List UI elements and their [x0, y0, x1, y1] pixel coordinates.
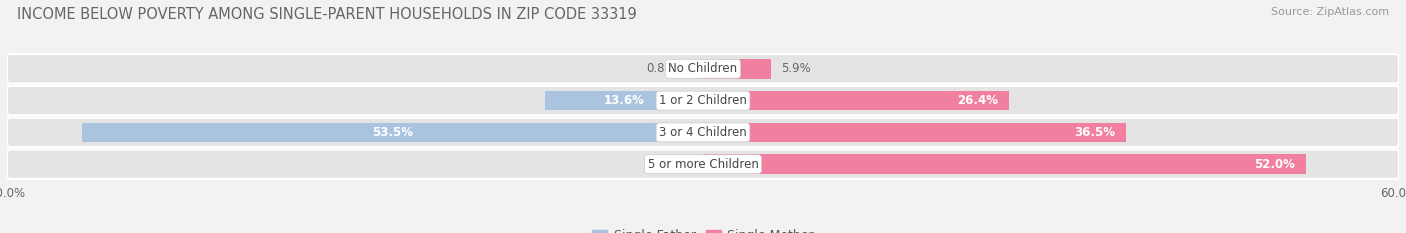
Legend: Single Father, Single Mother: Single Father, Single Mother — [588, 224, 818, 233]
FancyBboxPatch shape — [7, 86, 1399, 115]
Text: 5 or more Children: 5 or more Children — [648, 158, 758, 171]
Text: No Children: No Children — [668, 62, 738, 75]
Text: INCOME BELOW POVERTY AMONG SINGLE-PARENT HOUSEHOLDS IN ZIP CODE 33319: INCOME BELOW POVERTY AMONG SINGLE-PARENT… — [17, 7, 637, 22]
Text: 53.5%: 53.5% — [373, 126, 413, 139]
Bar — [703, 59, 772, 79]
Text: 0.0%: 0.0% — [664, 158, 693, 171]
Text: 1 or 2 Children: 1 or 2 Children — [659, 94, 747, 107]
FancyBboxPatch shape — [7, 54, 1399, 83]
Text: 36.5%: 36.5% — [1074, 126, 1115, 139]
Bar — [703, 154, 1306, 174]
Text: 0.87%: 0.87% — [647, 62, 683, 75]
Bar — [546, 91, 703, 110]
FancyBboxPatch shape — [7, 150, 1399, 179]
Bar — [703, 123, 1126, 142]
Bar — [703, 91, 1010, 110]
Text: 3 or 4 Children: 3 or 4 Children — [659, 126, 747, 139]
Text: Source: ZipAtlas.com: Source: ZipAtlas.com — [1271, 7, 1389, 17]
Text: 52.0%: 52.0% — [1254, 158, 1295, 171]
FancyBboxPatch shape — [7, 118, 1399, 147]
Bar — [693, 59, 703, 79]
Text: 5.9%: 5.9% — [780, 62, 810, 75]
Bar — [83, 123, 703, 142]
Text: 13.6%: 13.6% — [603, 94, 644, 107]
Text: 26.4%: 26.4% — [956, 94, 998, 107]
